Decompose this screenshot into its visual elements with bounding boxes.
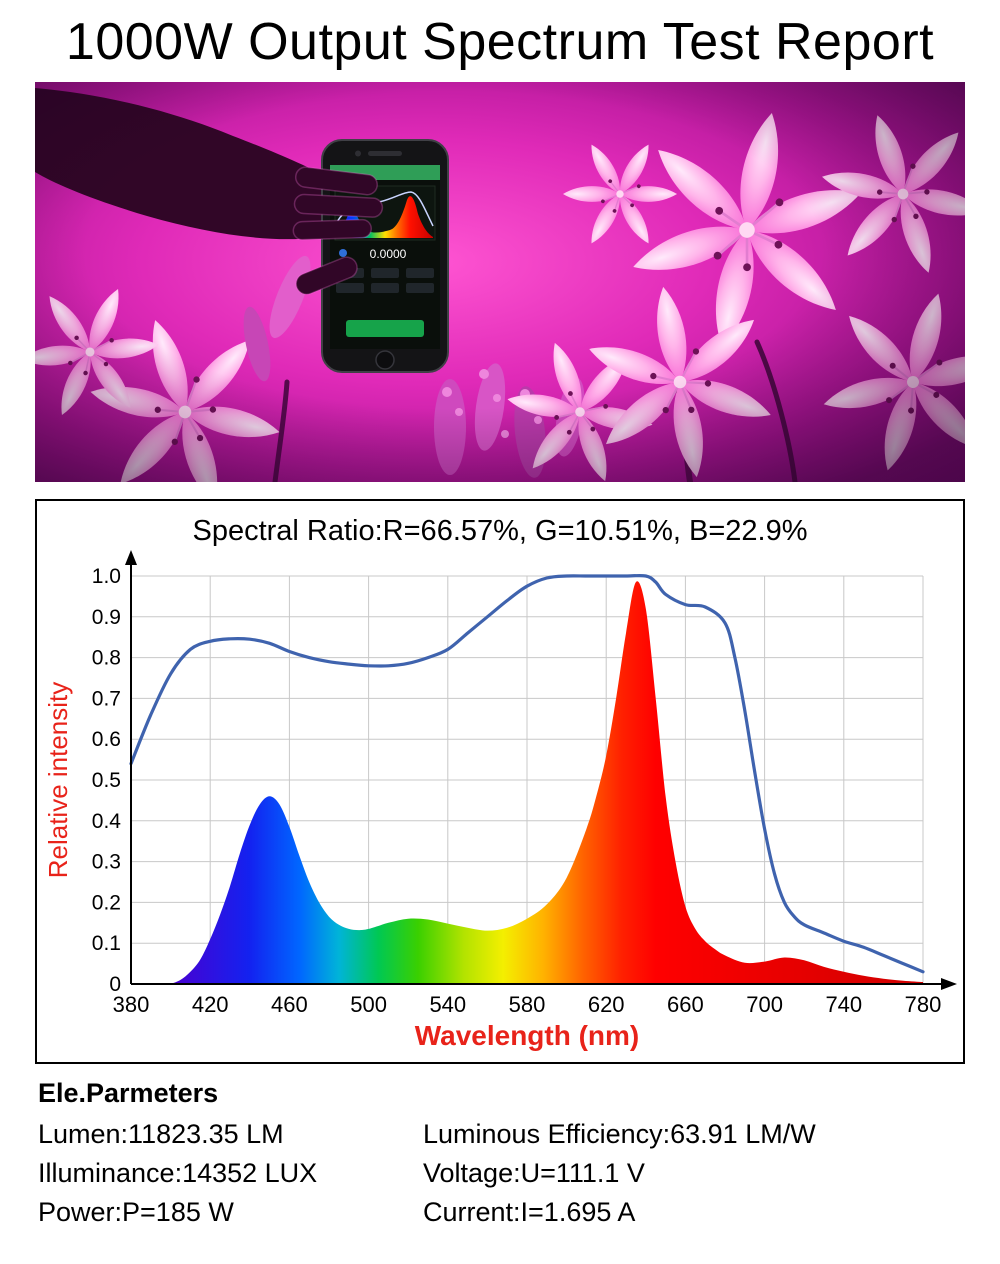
svg-text:0.9: 0.9 — [92, 606, 121, 629]
svg-text:0.5: 0.5 — [92, 769, 121, 792]
svg-text:540: 540 — [429, 992, 466, 1017]
svg-text:660: 660 — [667, 992, 704, 1017]
svg-text:740: 740 — [825, 992, 862, 1017]
param-row: Illuminance:14352 LUX Voltage:U=111.1 V — [38, 1158, 962, 1189]
parameters-heading: Ele.Parmeters — [38, 1078, 219, 1108]
svg-text:700: 700 — [746, 992, 783, 1017]
param-row: Lumen:11823.35 LM Luminous Efficiency:63… — [38, 1119, 962, 1150]
spectrum-report-panel: Spectral Ratio:R=66.57%, G=10.51%, B=22.… — [35, 499, 965, 1064]
svg-text:0.7: 0.7 — [92, 687, 121, 710]
y-axis-label: Relative intensity — [43, 682, 73, 879]
svg-text:0.6: 0.6 — [92, 728, 121, 751]
x-axis-label: Wavelength (nm) — [415, 1020, 640, 1051]
svg-text:780: 780 — [905, 992, 942, 1017]
svg-text:0.4: 0.4 — [92, 810, 122, 833]
param-illuminance: Illuminance:14352 LUX — [38, 1158, 318, 1188]
svg-text:580: 580 — [509, 992, 546, 1017]
product-photo: 0.0000 — [2, 82, 1000, 533]
led-spectrum-area — [170, 581, 924, 984]
electrical-parameters: Ele.Parmeters Lumen:11823.35 LM Luminous… — [38, 1078, 962, 1228]
chart-title: Spectral Ratio:R=66.57%, G=10.51%, B=22.… — [192, 515, 808, 547]
photo-vignette — [35, 82, 965, 482]
param-power: Power:P=185 W — [38, 1197, 234, 1227]
param-current: Current:I=1.695 A — [423, 1197, 636, 1227]
param-luminous-efficiency: Luminous Efficiency:63.91 LM/W — [423, 1119, 816, 1149]
spectrum-chart: 0 0.1 0.2 0.3 0.4 0.5 0.6 0.7 0.8 0.9 1.0 380 420 460… — [43, 550, 957, 1051]
svg-text:620: 620 — [588, 992, 625, 1017]
svg-text:500: 500 — [350, 992, 387, 1017]
svg-text:1.0: 1.0 — [92, 565, 121, 588]
svg-text:420: 420 — [192, 992, 229, 1017]
svg-text:0.2: 0.2 — [92, 891, 121, 914]
svg-text:0.1: 0.1 — [92, 932, 121, 955]
svg-text:380: 380 — [113, 992, 150, 1017]
svg-text:460: 460 — [271, 992, 308, 1017]
param-row: Power:P=185 W Current:I=1.695 A — [38, 1197, 962, 1228]
grow-light-photo-svg: 0.0000 — [2, 82, 1000, 533]
envelope-line — [129, 573, 925, 974]
svg-text:0.3: 0.3 — [92, 851, 121, 874]
param-lumen: Lumen:11823.35 LM — [38, 1119, 284, 1149]
page-title: 1000W Output Spectrum Test Report — [65, 13, 935, 71]
svg-text:0.8: 0.8 — [92, 647, 121, 670]
svg-text:0: 0 — [109, 973, 121, 996]
param-voltage: Voltage:U=111.1 V — [423, 1158, 645, 1188]
